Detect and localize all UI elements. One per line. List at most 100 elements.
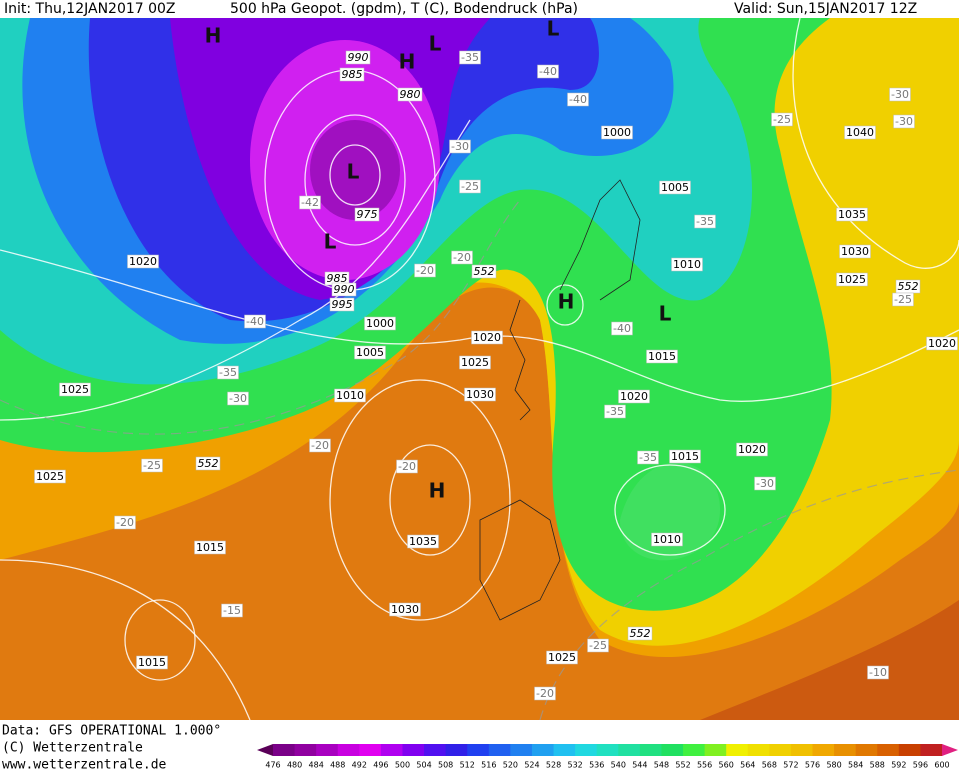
isotherm-label: -42 — [301, 196, 319, 209]
label-box — [534, 686, 556, 701]
colorbar-bin — [812, 744, 835, 756]
isobar-label: 1020 — [129, 255, 157, 268]
isotherm-label: -20 — [416, 264, 434, 277]
label-box — [669, 449, 701, 464]
isobar-label: 1025 — [548, 651, 576, 664]
colorbar-tick-label: 560 — [719, 761, 734, 770]
valid-time: Valid: Sun,15JAN2017 12Z — [734, 1, 917, 17]
colorbar-tick-label: 556 — [697, 761, 712, 770]
colorbar-tick-label: 524 — [524, 761, 539, 770]
colorbar-bin — [316, 744, 339, 756]
isotherm-label: -20 — [453, 251, 471, 264]
label-box — [646, 349, 678, 364]
colorbar-tick-label: 496 — [373, 761, 388, 770]
isobar-label: 995 — [332, 298, 353, 311]
colorbar-bin — [596, 744, 619, 756]
label-box — [339, 67, 365, 82]
colorbar-bin — [273, 744, 296, 756]
colorbar-bin — [553, 744, 576, 756]
isotherm-label: -30 — [891, 88, 909, 101]
colorbar-bin — [424, 744, 447, 756]
isobar — [124, 599, 196, 681]
isobar — [614, 464, 726, 556]
label-box — [396, 459, 418, 474]
isotherm-label: -15 — [223, 604, 241, 617]
label-box — [771, 112, 793, 127]
init-time: Init: Thu,12JAN2017 00Z — [4, 1, 176, 17]
colorbar-tick-label: 596 — [913, 761, 928, 770]
pressure-center: H — [558, 290, 575, 314]
label-box — [844, 125, 876, 140]
label-box — [227, 391, 249, 406]
isotherm-label: -20 — [311, 439, 329, 452]
label-box — [627, 626, 653, 641]
isotherm-label: -25 — [143, 459, 161, 472]
isobar-label: 990 — [334, 283, 355, 296]
label-box — [546, 650, 578, 665]
isotherm-label: -35 — [696, 215, 714, 228]
copyright: (C) Wetterzentrale — [2, 741, 143, 756]
label-box — [471, 264, 497, 279]
label-box — [567, 92, 589, 107]
label-box — [449, 139, 471, 154]
isobar-label: 1005 — [356, 346, 384, 359]
isobar-label: 1015 — [196, 541, 224, 554]
colorbar-tick-label: 564 — [740, 761, 755, 770]
label-box — [892, 292, 914, 307]
colorbar-tick-label: 588 — [870, 761, 885, 770]
label-box — [114, 515, 136, 530]
map-field — [310, 120, 400, 220]
pressure-center: H — [399, 50, 416, 74]
pressure-center: L — [324, 230, 337, 254]
colorbar-end — [257, 744, 273, 756]
isotherm-label: -35 — [606, 405, 624, 418]
coastline — [479, 179, 641, 621]
colorbar-tick-label: 536 — [589, 761, 604, 770]
isotherm-label: -25 — [894, 293, 912, 306]
label-box — [127, 254, 159, 269]
isobar-label: 990 — [348, 51, 369, 64]
label-box — [754, 476, 776, 491]
colorbar-bin — [877, 744, 900, 756]
label-box — [604, 404, 626, 419]
pressure-center: L — [429, 32, 442, 56]
isobar-label: 552 — [630, 627, 651, 640]
isobar-label: 1010 — [336, 389, 364, 402]
label-box — [893, 114, 915, 129]
isobar-label: 1020 — [473, 331, 501, 344]
label-box — [59, 382, 91, 397]
label-box — [464, 387, 496, 402]
isobar-label: 1030 — [841, 245, 869, 258]
pressure-center: L — [659, 302, 672, 326]
label-box — [389, 602, 421, 617]
colorbar-bin — [704, 744, 727, 756]
colorbar-bin — [359, 744, 382, 756]
colorbar-bin — [790, 744, 814, 756]
isobar-label: 1040 — [846, 126, 874, 139]
colorbar-tick-label: 480 — [287, 761, 302, 770]
isobar — [792, 18, 959, 269]
label-box — [637, 450, 659, 465]
isobar-label: 1025 — [838, 273, 866, 286]
isotherm-label: -40 — [569, 93, 587, 106]
map-field — [700, 600, 959, 720]
isobar-label: 985 — [342, 68, 363, 81]
label-box — [414, 263, 436, 278]
isobar — [0, 249, 959, 402]
label-box — [537, 64, 559, 79]
colorbar-tick-label: 584 — [848, 761, 863, 770]
colorbar-bin — [920, 744, 943, 756]
isobar-label: 1000 — [603, 126, 631, 139]
label-box — [194, 540, 226, 555]
isobar-label: 1020 — [738, 443, 766, 456]
isobar-label: 1030 — [466, 388, 494, 401]
colorbar-bin — [898, 744, 921, 756]
isobar-label: 1015 — [138, 656, 166, 669]
isotherm-label: -40 — [613, 322, 631, 335]
label-box — [354, 207, 380, 222]
colorbar-tick-label: 600 — [934, 761, 949, 770]
label-box — [345, 50, 371, 65]
isotherm-label: -30 — [895, 115, 913, 128]
map — [0, 18, 959, 720]
